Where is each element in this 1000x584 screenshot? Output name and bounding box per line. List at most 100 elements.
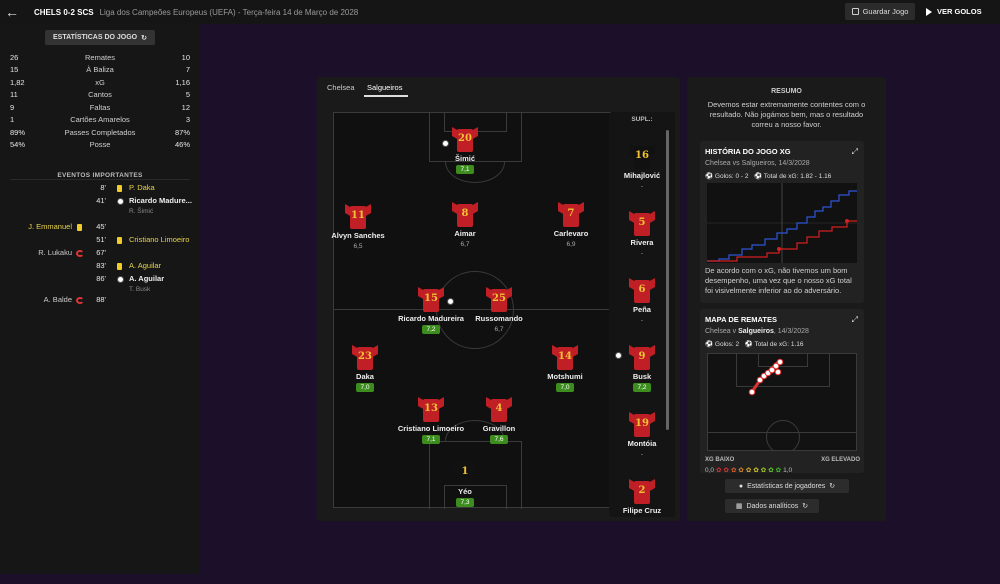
player-marker[interactable]: 14 Motshumi 7,0 bbox=[525, 344, 605, 392]
stat-home: 1,82 bbox=[10, 77, 25, 87]
away-goal-marker bbox=[845, 219, 849, 223]
tab-salgueiros[interactable]: Salgueiros bbox=[367, 83, 403, 92]
pitch bbox=[333, 112, 616, 509]
event-player: A. Aguilar bbox=[129, 274, 165, 283]
shirt-icon: 6 bbox=[629, 277, 655, 304]
shot-map-xg: Total de xG: 1.16 bbox=[754, 341, 804, 348]
event-minute: 51' bbox=[96, 235, 106, 244]
shirt-number: 16 bbox=[635, 150, 649, 161]
shirt-icon: 20 bbox=[452, 126, 478, 153]
event-minute: 83' bbox=[96, 261, 106, 270]
scale-icon: ✿ bbox=[753, 467, 759, 474]
shirt-icon: 4 bbox=[486, 396, 512, 423]
player-rating: 6,9 bbox=[566, 241, 576, 248]
stat-label: Remates bbox=[84, 52, 115, 62]
substitute-player[interactable]: 5 Rivera - bbox=[602, 210, 682, 258]
scale-icon: ✿ bbox=[738, 467, 744, 474]
player-rating: 7,0 bbox=[356, 383, 374, 392]
swap-icon: ↻ bbox=[141, 34, 147, 42]
substitute-player[interactable]: 16 Mihajlović - bbox=[602, 143, 682, 191]
shirt-number: 9 bbox=[638, 351, 646, 362]
scale-icon: ✿ bbox=[768, 467, 774, 474]
xg-story-subtitle: Chelsea vs Salgueiros, 14/3/2028 bbox=[705, 160, 810, 167]
home-xg-line bbox=[707, 190, 857, 262]
analytics-button[interactable]: ▦ Dados analíticos ↻ bbox=[725, 499, 819, 513]
stat-home: 54% bbox=[10, 140, 26, 149]
player-rating: 6,5 bbox=[353, 243, 363, 250]
away-goal-marker bbox=[777, 247, 781, 251]
stat-away: 7 bbox=[185, 65, 190, 74]
shot-marker bbox=[768, 366, 776, 374]
player-rating: - bbox=[640, 451, 644, 458]
player-marker[interactable]: 23 Daka 7,0 bbox=[325, 344, 405, 392]
event-minute: 88' bbox=[96, 295, 106, 304]
event-player: R. Lukaku bbox=[38, 248, 72, 257]
substitute-player[interactable]: 2 Filipe Cruz bbox=[602, 478, 682, 528]
save-icon bbox=[851, 8, 859, 15]
player-name: Motshumi bbox=[547, 372, 583, 381]
player-rating: 6,7 bbox=[494, 326, 504, 333]
player-name: Gravillon bbox=[482, 424, 516, 433]
player-marker[interactable]: 13 Cristiano Limoeiro 7,1 bbox=[391, 396, 471, 444]
chart-icon: ▦ bbox=[735, 503, 743, 510]
substitution-icon bbox=[76, 297, 84, 304]
player-stats-button[interactable]: ● Estatísticas de jogadores ↻ bbox=[725, 479, 849, 493]
shirt-icon: 9 bbox=[629, 344, 655, 371]
top-bar: ← CHELS 0-2 SCS Liga dos Campeões Europe… bbox=[0, 0, 1000, 24]
shirt-icon: 15 bbox=[418, 286, 444, 313]
player-name: Filipe Cruz bbox=[622, 506, 662, 515]
player-marker[interactable]: 4 Gravillon 7,6 bbox=[459, 396, 539, 444]
event-player: J. Emmanuel bbox=[28, 222, 72, 231]
shot-marker bbox=[772, 362, 780, 370]
expand-icon[interactable]: ⤢ bbox=[851, 315, 858, 324]
scale-icon: ✿ bbox=[775, 467, 782, 474]
player-name: Rivera bbox=[630, 238, 654, 247]
match-stats-label: ESTATÍSTICAS DO JOGO bbox=[52, 34, 138, 41]
substitute-player[interactable]: 6 Peña - bbox=[602, 277, 682, 325]
stat-home: 1 bbox=[10, 115, 15, 124]
player-marker[interactable]: 7 Carlevaro 6,9 bbox=[531, 201, 611, 249]
player-marker[interactable]: 15 Ricardo Madureira 7,2 bbox=[391, 286, 471, 334]
save-game-label: Guardar Jogo bbox=[862, 7, 909, 16]
shirt-icon: 11 bbox=[345, 203, 371, 230]
player-marker[interactable]: 25 Russomando 6,7 bbox=[459, 286, 539, 334]
stat-row: 1,82 xG 1,16 bbox=[10, 76, 190, 88]
player-marker[interactable]: 8 Aimar 6,7 bbox=[425, 201, 505, 249]
substitute-player[interactable]: 9 Busk 7,2 bbox=[602, 344, 682, 392]
view-goals-button[interactable]: VER GOLOS bbox=[922, 3, 996, 20]
shirt-number: 13 bbox=[424, 403, 438, 414]
event-player: A. Aguilar bbox=[129, 261, 162, 270]
shirt-icon: 2 bbox=[629, 478, 655, 505]
event-minute: 67' bbox=[96, 248, 106, 257]
yellow-card-icon bbox=[117, 185, 122, 192]
summary-text: Devemos estar extremamente contentes com… bbox=[707, 100, 866, 129]
swap-icon: ↻ bbox=[802, 503, 809, 510]
shot-map-panel[interactable]: MAPA DE REMATES ⤢ Chelsea v Salgueiros, … bbox=[700, 309, 864, 474]
tab-chelsea[interactable]: Chelsea bbox=[327, 83, 355, 92]
substitute-player[interactable]: 19 Montóia - bbox=[602, 411, 682, 459]
player-marker[interactable]: 11 Alvyn Sanches 6,5 bbox=[318, 203, 398, 251]
save-game-button[interactable]: Guardar Jogo bbox=[845, 3, 915, 20]
player-marker[interactable]: 20 Šimić 7,1 bbox=[425, 126, 505, 174]
xg-scale-min: 0,0 bbox=[705, 466, 715, 474]
stat-row: 54% Posse 46% bbox=[10, 139, 190, 151]
scale-icon: ✿ bbox=[730, 467, 737, 474]
shot-map-penalty-box bbox=[736, 354, 830, 387]
player-rating: - bbox=[640, 250, 644, 257]
goal-ball-icon bbox=[117, 198, 124, 205]
xg-low-label: XG BAIXO bbox=[705, 457, 735, 463]
player-marker[interactable]: 1 Yéo 7,3 bbox=[425, 459, 505, 507]
stat-home: 26 bbox=[10, 52, 19, 62]
bottom-goal-box bbox=[444, 485, 507, 509]
back-arrow-icon[interactable]: ← bbox=[5, 4, 19, 20]
top-penalty-box bbox=[429, 112, 522, 162]
stat-row: 89% Passes Completados 87% bbox=[10, 126, 190, 138]
player-name: Šimić bbox=[454, 154, 475, 163]
shirt-number: 11 bbox=[351, 210, 365, 221]
match-stats-panel: ESTATÍSTICAS DO JOGO ↻ 26 Remates 10 15 À… bbox=[0, 24, 200, 574]
expand-icon[interactable]: ⤢ bbox=[851, 147, 858, 156]
xg-story-panel[interactable]: HISTÓRIA DO JOGO XG ⤢ Chelsea vs Salguei… bbox=[700, 141, 864, 303]
match-stats-button[interactable]: ESTATÍSTICAS DO JOGO ↻ bbox=[45, 30, 155, 45]
shirt-icon: 14 bbox=[552, 344, 578, 371]
scrollbar[interactable] bbox=[666, 130, 669, 430]
